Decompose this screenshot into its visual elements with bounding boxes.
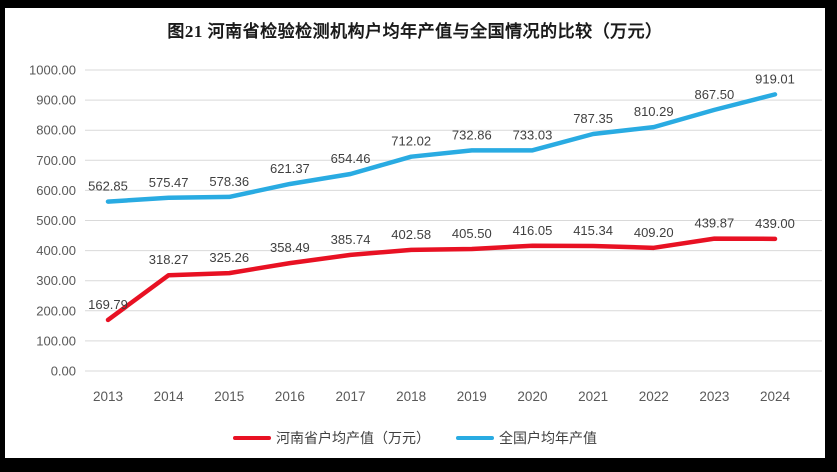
y-axis-tick-label: 100.00 [36,333,76,348]
data-label: 621.37 [270,161,310,176]
chart-title: 图21 河南省检验检测机构户均年产值与全国情况的比较（万元） [167,22,663,41]
y-axis-tick-label: 300.00 [36,273,76,288]
data-label: 415.34 [573,223,613,238]
data-label: 439.87 [694,216,734,231]
legend-label: 全国户均年产值 [499,430,597,446]
data-label: 358.49 [270,240,310,255]
data-label: 733.03 [513,127,553,142]
legend-line-swatch [233,435,271,441]
x-axis-tick-label: 2024 [760,389,791,404]
data-label: 575.47 [149,175,189,190]
x-axis-tick-label: 2020 [517,389,547,404]
y-axis-tick-label: 0.00 [51,364,76,379]
data-label: 318.27 [149,252,189,267]
x-axis-tick-label: 2021 [578,389,608,404]
data-label: 405.50 [452,226,492,241]
data-label: 712.02 [391,134,431,149]
chart-legend: 河南省户均产值（万元） 全国户均年产值 [5,428,825,448]
chart-canvas: 图21 河南省检验检测机构户均年产值与全国情况的比较（万元） 0.00 100.0… [5,8,825,458]
x-axis-tick-label: 2023 [699,389,729,404]
data-label: 416.05 [513,223,553,238]
data-label: 325.26 [209,250,249,265]
data-label: 919.01 [755,71,795,86]
data-label: 409.20 [634,225,674,240]
y-axis-tick-label: 700.00 [36,153,76,168]
line-chart: 0.00 100.00 200.00 300.00 400.00 500.00 600.00… [29,63,822,404]
y-axis-tick-label: 900.00 [36,93,76,108]
x-axis-tick-label: 2022 [639,389,669,404]
data-label: 169.79 [88,297,128,312]
data-label: 787.35 [573,111,613,126]
series-line-1 [105,92,778,204]
data-label: 578.36 [209,174,249,189]
x-axis-tick-label: 2013 [93,389,123,404]
y-axis-tick-label: 500.00 [36,213,76,228]
x-axis-tick-label: 2018 [396,389,426,404]
x-axis-tick-label: 2019 [457,389,487,404]
y-axis-tick-label: 200.00 [36,303,76,318]
legend-line-swatch [456,435,494,441]
data-label: 562.85 [88,179,128,194]
data-label: 810.29 [634,104,674,119]
data-label: 385.74 [331,232,371,247]
data-label: 654.46 [331,151,371,166]
data-label: 402.58 [391,227,431,242]
data-label: 867.50 [694,87,734,102]
legend-label: 河南省户均产值（万元） [276,430,430,446]
x-axis-tick-label: 2016 [275,389,305,404]
y-axis-tick-label: 600.00 [36,183,76,198]
y-axis-tick-label: 800.00 [36,123,76,138]
legend-item-1: 全国户均年产值 [456,428,597,448]
x-axis-tick-label: 2014 [154,389,185,404]
data-label: 439.00 [755,216,795,231]
series-line-0 [105,236,778,323]
x-axis-tick-label: 2017 [336,389,366,404]
legend-item-0: 河南省户均产值（万元） [233,428,430,448]
data-label: 732.86 [452,127,492,142]
y-axis-tick-label: 1000.00 [29,63,76,78]
x-axis-tick-label: 2015 [214,389,244,404]
y-axis-tick-label: 400.00 [36,243,76,258]
